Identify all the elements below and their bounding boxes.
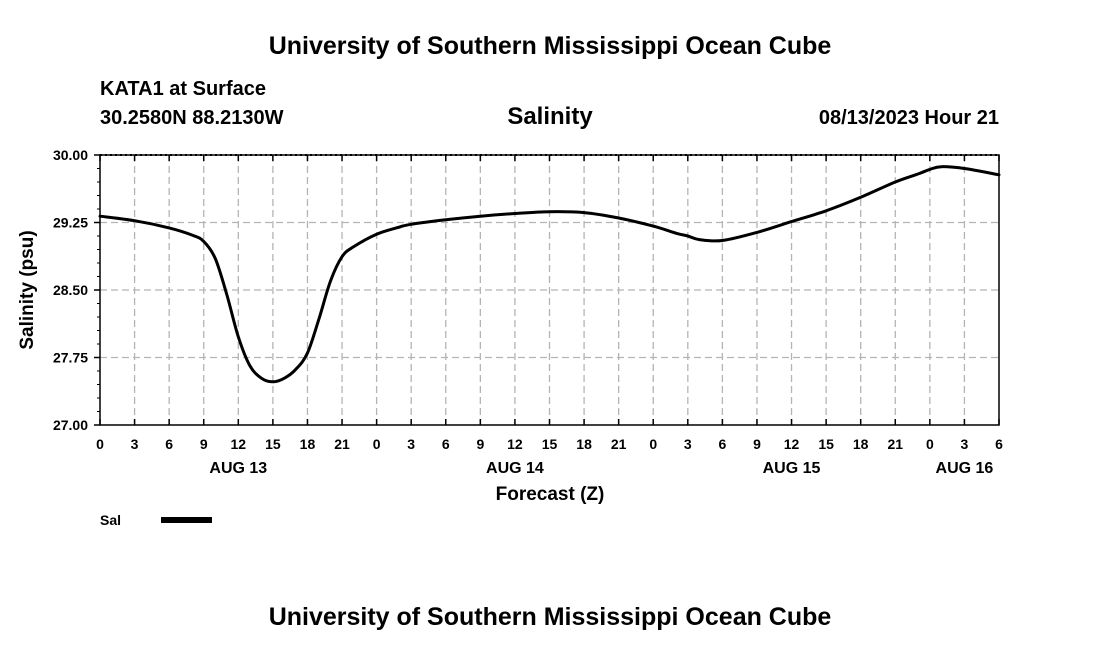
x-tick-label: 0 bbox=[649, 436, 657, 452]
page-title: University of Southern Mississippi Ocean… bbox=[269, 32, 832, 60]
x-tick-label: 15 bbox=[265, 436, 281, 452]
x-tick-label: 0 bbox=[373, 436, 381, 452]
forecast-datetime: 08/13/2023 Hour 21 bbox=[819, 107, 999, 129]
x-tick-label: 3 bbox=[684, 436, 692, 452]
chart-title: Salinity bbox=[507, 103, 593, 130]
grid-lines bbox=[100, 154, 999, 425]
x-tick-label: 18 bbox=[576, 436, 592, 452]
x-tick-label: 6 bbox=[442, 436, 450, 452]
legend: Sal bbox=[100, 512, 212, 528]
x-tick-label: 21 bbox=[334, 436, 350, 452]
x-tick-label: 15 bbox=[542, 436, 558, 452]
x-tick-label: 3 bbox=[961, 436, 969, 452]
x-axis-label: Forecast (Z) bbox=[496, 484, 605, 505]
legend-label-sal: Sal bbox=[100, 512, 121, 528]
station-coordinates: 30.2580N 88.2130W bbox=[100, 107, 284, 129]
x-day-label: AUG 13 bbox=[209, 460, 267, 477]
x-tick-label: 6 bbox=[718, 436, 726, 452]
y-tick-label: 28.50 bbox=[53, 282, 88, 298]
y-tick-label: 29.25 bbox=[53, 215, 88, 231]
x-axis: 0 3 6 9 12 15 18 21 0 3 6 9 12 15 18 21 0 3 6 9 12 15 18 21 0 3 6A… bbox=[96, 155, 1003, 477]
y-axis: 27.00 27.75 28.50 29.25 30.00 bbox=[53, 147, 100, 433]
x-day-label: AUG 14 bbox=[486, 460, 544, 477]
x-tick-label: 9 bbox=[476, 436, 484, 452]
x-tick-label: 0 bbox=[926, 436, 934, 452]
x-tick-label: 9 bbox=[200, 436, 208, 452]
y-tick-label: 27.75 bbox=[53, 350, 88, 366]
x-tick-label: 15 bbox=[818, 436, 834, 452]
x-tick-label: 21 bbox=[611, 436, 627, 452]
y-tick-label: 30.00 bbox=[53, 147, 88, 163]
x-tick-label: 18 bbox=[853, 436, 869, 452]
series-line-sal bbox=[98, 165, 1001, 384]
x-tick-label: 6 bbox=[165, 436, 173, 452]
y-tick-label: 27.00 bbox=[53, 417, 88, 433]
footer-title: University of Southern Mississippi Ocean… bbox=[269, 603, 832, 631]
x-tick-label: 3 bbox=[131, 436, 139, 452]
x-tick-label: 6 bbox=[995, 436, 1003, 452]
x-tick-label: 21 bbox=[887, 436, 903, 452]
x-tick-label: 0 bbox=[96, 436, 104, 452]
x-day-label: AUG 15 bbox=[763, 460, 821, 477]
x-tick-label: 9 bbox=[753, 436, 761, 452]
x-tick-label: 12 bbox=[231, 436, 247, 452]
station-label: KATA1 at Surface bbox=[100, 78, 266, 100]
y-axis-label: Salinity (psu) bbox=[17, 230, 38, 349]
x-tick-label: 18 bbox=[300, 436, 316, 452]
x-tick-label: 3 bbox=[407, 436, 415, 452]
x-day-label: AUG 16 bbox=[936, 460, 994, 477]
x-tick-label: 12 bbox=[784, 436, 800, 452]
x-tick-label: 12 bbox=[507, 436, 523, 452]
